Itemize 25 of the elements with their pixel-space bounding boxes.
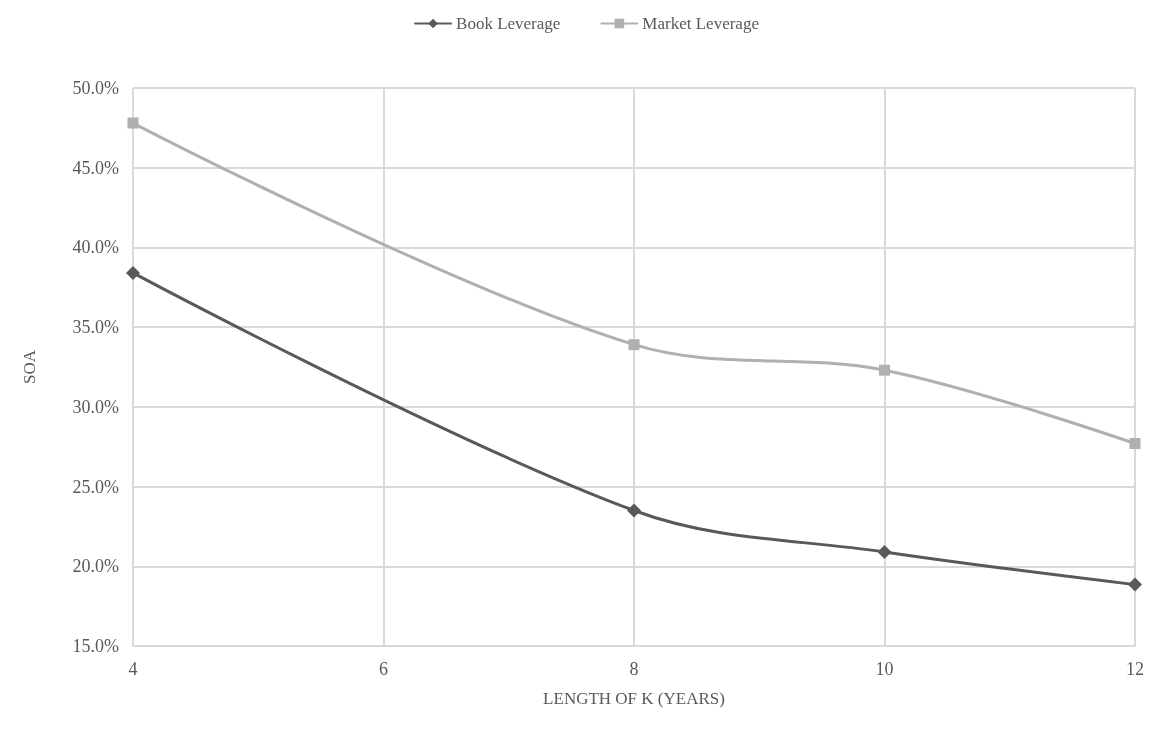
x-tick-label: 4 [128,659,138,679]
point [627,503,641,518]
y-tick-label: 25.0% [72,476,119,497]
point [628,339,640,351]
point [126,265,140,280]
point [877,544,892,559]
y-tick-label: 35.0% [72,317,119,338]
point [127,117,139,129]
y-tick-label: 45.0% [72,157,119,178]
y-tick-label: 40.0% [72,237,119,258]
point [1129,438,1141,450]
x-tick-label: 6 [379,659,388,679]
legend-label: Market Leverage [642,14,759,33]
point [1128,577,1142,592]
y-tick-label: 30.0% [72,396,119,417]
x-axis-title: LENGTH OF K (YEARS) [543,689,725,708]
y-tick-label: 20.0% [72,556,119,577]
legend-label: Book Leverage [456,14,561,33]
y-axis-title: SOA [20,349,39,385]
x-tick-label: 8 [629,659,639,679]
x-tick-label: 10 [875,659,894,679]
x-tick-label: 12 [1126,659,1144,679]
y-tick-label: 50.0% [72,78,119,98]
point [879,364,890,376]
y-tick-label: 15.0% [72,636,119,656]
